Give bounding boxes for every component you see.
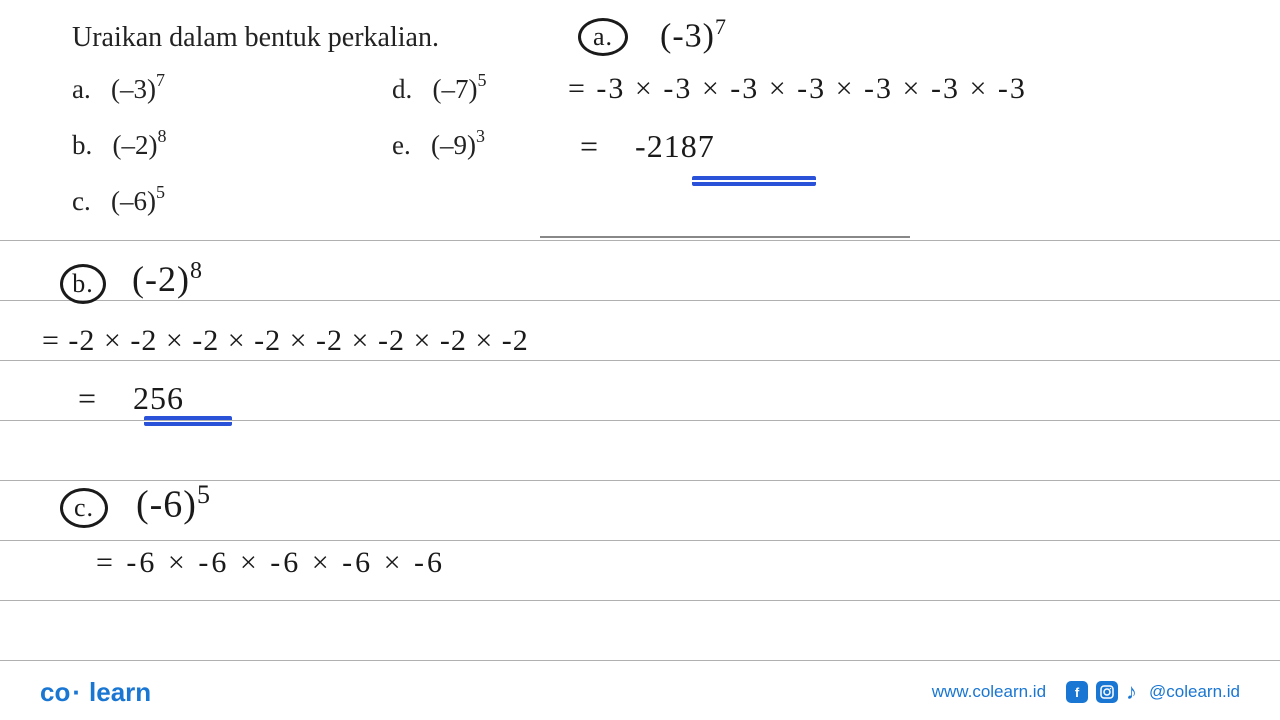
work-a-expr: (-3)7 [660,14,727,55]
work-a-underline [692,176,816,186]
option-c-base: (–6) [111,186,156,216]
option-a-base: (–3) [111,74,156,104]
work-b-result-value: 256 [133,380,184,416]
option-e-label: e. [392,130,411,160]
work-a-result: = -2187 [580,128,715,165]
option-c-label: c. [72,186,91,216]
work-c-expr-exp: 5 [197,480,211,509]
work-b-result-prefix: = [78,380,97,416]
option-e-exp: 3 [476,126,485,146]
footer-handle: @colearn.id [1149,682,1240,702]
notebook-lines [0,0,1280,720]
work-c-circle: c. [60,488,108,528]
option-d-base: (–7) [433,74,478,104]
option-b: b. (–2)8 [72,128,166,161]
work-a-circle-label: a. [593,22,613,51]
option-d-label: d. [392,74,412,104]
footer-url: www.colearn.id [932,682,1046,702]
work-b-circle: b. [60,264,106,304]
work-b-expr-exp: 8 [190,258,203,284]
logo-learn: learn [89,677,151,708]
logo-co: co [40,677,70,708]
work-b-expr: (-2)8 [132,258,203,300]
option-e: e. (–9)3 [392,128,485,161]
option-d: d. (–7)5 [392,72,486,105]
work-c-expr: (-6)5 [136,480,211,527]
work-b-underline [144,416,232,426]
facebook-icon: f [1066,681,1088,703]
work-a-result-prefix: = [580,128,599,164]
logo-dot: · [72,677,81,708]
work-a-result-value: -2187 [635,128,715,164]
work-b-expansion: = -2 × -2 × -2 × -2 × -2 × -2 × -2 × -2 [42,324,529,358]
tiktok-icon: ♪ [1126,679,1137,705]
option-a-exp: 7 [156,70,165,90]
work-c-expr-base: (-6) [136,484,197,526]
work-b-circle-label: b. [72,269,94,298]
work-a-expr-base: (-3) [660,17,715,54]
option-c-exp: 5 [156,182,165,202]
option-a-label: a. [72,74,91,104]
footer-icons: f ♪ @colearn.id [1066,679,1240,705]
option-b-base: (–2) [113,130,158,160]
option-c: c. (–6)5 [72,184,165,217]
instagram-icon [1096,681,1118,703]
work-a-divider [540,236,910,238]
work-b-expr-base: (-2) [132,259,190,299]
work-c-circle-label: c. [74,493,94,522]
option-b-label: b. [72,130,92,160]
question-title: Uraikan dalam bentuk perkalian. [72,22,439,54]
footer: co · learn www.colearn.id f ♪ @colearn.i… [0,664,1280,720]
option-b-exp: 8 [157,126,166,146]
work-b-result: = 256 [78,380,184,417]
work-a-circle: a. [578,18,628,56]
option-a: a. (–3)7 [72,72,165,105]
work-a-expansion: = -3 × -3 × -3 × -3 × -3 × -3 × -3 [568,72,1027,106]
option-e-base: (–9) [431,130,476,160]
option-d-exp: 5 [477,70,486,90]
work-a-expr-exp: 7 [715,14,727,39]
work-c-expansion: = -6 × -6 × -6 × -6 × -6 [96,546,445,580]
